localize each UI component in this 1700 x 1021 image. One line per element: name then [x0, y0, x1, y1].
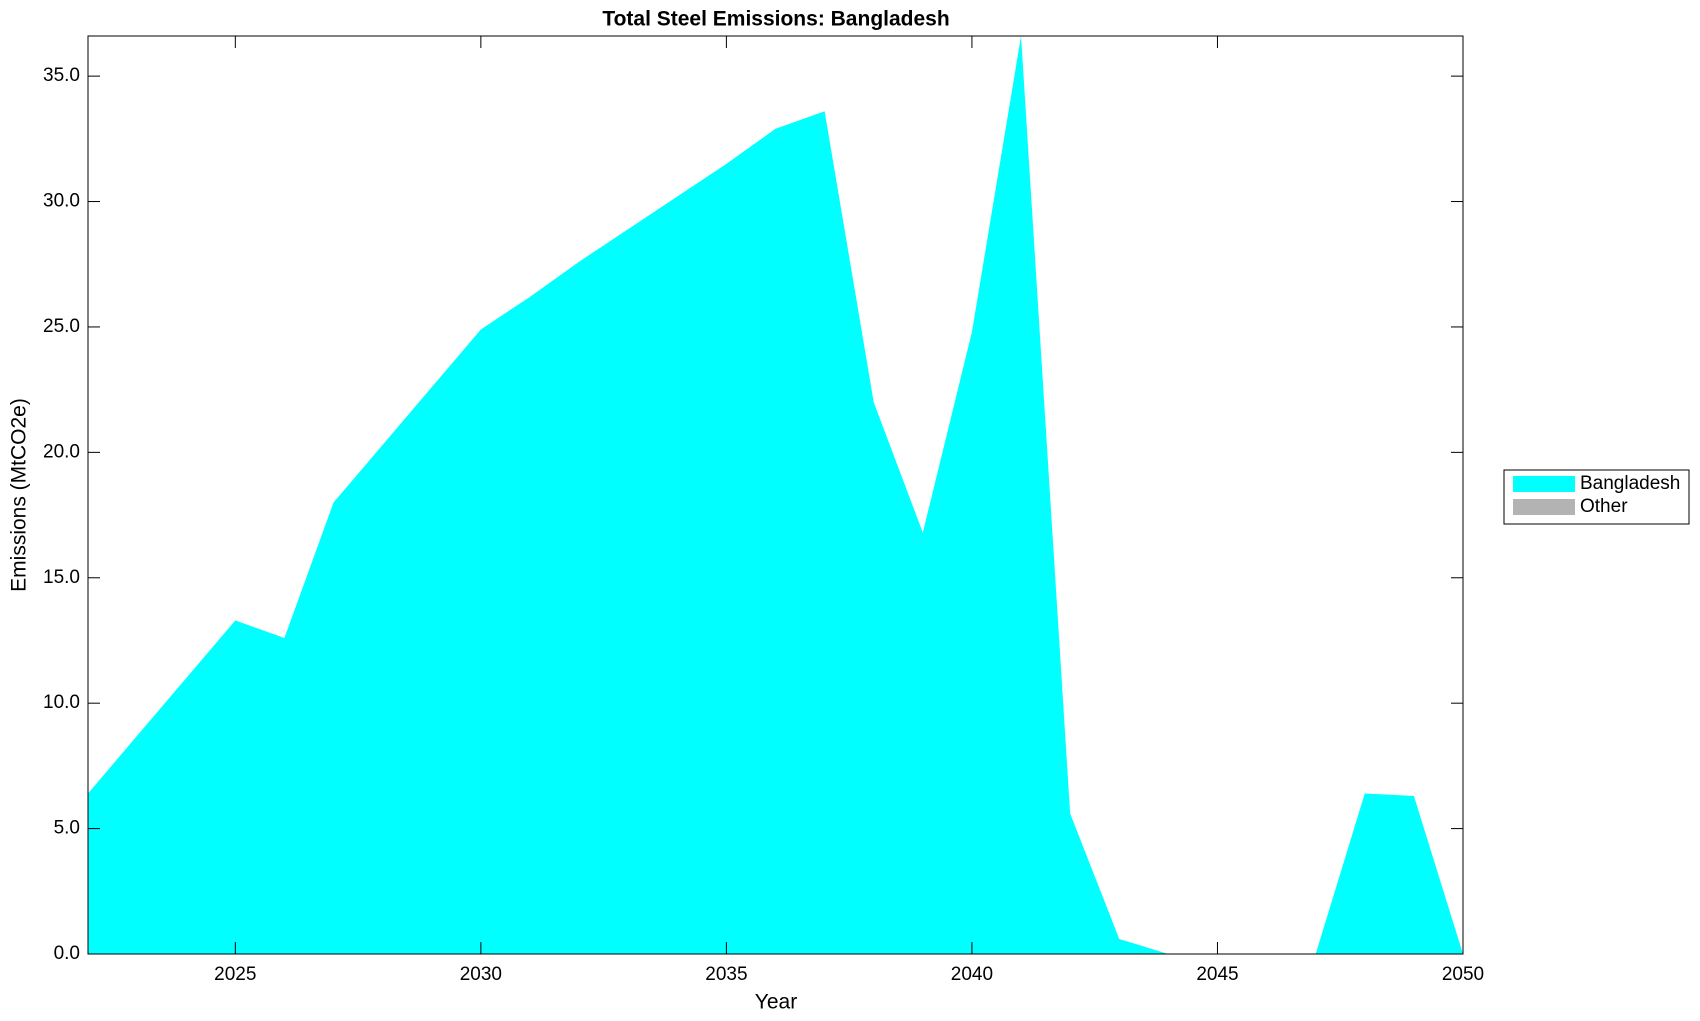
x-tick-label: 2035: [705, 964, 747, 985]
y-tick-label: 35.0: [43, 65, 80, 86]
plot-frame: [87, 35, 1464, 955]
y-tick-label: 15.0: [43, 567, 80, 588]
x-tick-label: 2050: [1442, 964, 1484, 985]
y-tick-label: 30.0: [43, 191, 80, 212]
x-tick-label: 2025: [214, 964, 256, 985]
legend-label: Bangladesh: [1580, 473, 1680, 494]
y-tick-label: 20.0: [43, 441, 80, 462]
legend-label: Other: [1580, 496, 1628, 517]
y-tick-label: 0.0: [54, 943, 80, 964]
area: [88, 36, 1463, 954]
legend-swatch: [1513, 499, 1575, 515]
x-axis-label: Year: [755, 991, 797, 1014]
y-axis-label: Emissions (MtCO2e): [8, 398, 31, 592]
y-tick-label: 5.0: [54, 818, 80, 839]
x-tick-label: 2030: [460, 964, 502, 985]
chart-title: Total Steel Emissions: Bangladesh: [602, 8, 949, 31]
x-tick-label: 2045: [1196, 964, 1238, 985]
y-tick-label: 10.0: [43, 692, 80, 713]
legend-swatch: [1513, 476, 1575, 492]
y-tick-label: 25.0: [43, 316, 80, 337]
x-tick-label: 2040: [951, 964, 993, 985]
